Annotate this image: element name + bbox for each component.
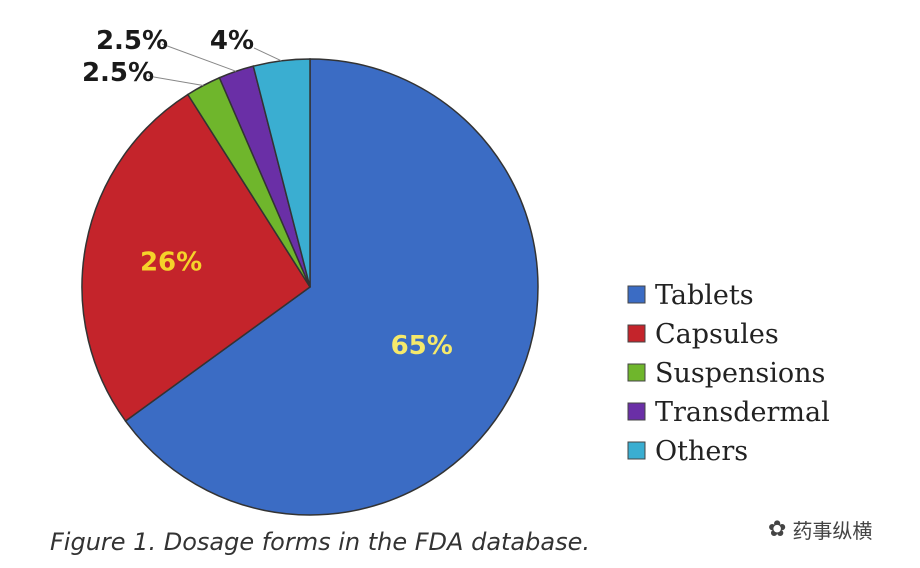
data-label-capsules: 26% — [140, 248, 202, 278]
wechat-icon: ✿ — [768, 517, 787, 542]
data-label-suspensions: 2.5% — [82, 58, 154, 88]
legend-label-suspensions: Suspensions — [655, 358, 825, 389]
pie-slice-tablets — [124, 58, 539, 516]
legend-swatch-capsules — [627, 324, 646, 343]
data-label-others: 4% — [210, 26, 254, 56]
legend-label-transdermal: Transdermal — [655, 397, 830, 428]
leader-line-suspensions — [147, 75, 204, 86]
leader-line-transdermal — [161, 43, 237, 72]
legend-swatch-others — [627, 441, 646, 460]
leader-line-others — [253, 47, 282, 62]
legend-swatch-transdermal — [627, 402, 646, 421]
data-label-tablets: 65% — [391, 331, 453, 361]
legend-label-tablets: Tablets — [655, 280, 754, 311]
figure-caption: Figure 1. Dosage forms in the FDA databa… — [50, 528, 590, 556]
watermark: ✿ 药事纵横 — [768, 515, 872, 544]
legend-label-others: Others — [655, 436, 748, 467]
pie-slice-capsules — [81, 93, 312, 423]
legend-label-capsules: Capsules — [655, 319, 779, 350]
watermark-text: 药事纵横 — [792, 519, 873, 543]
pie-slice-others — [252, 58, 311, 288]
legend-swatch-suspensions — [627, 363, 646, 382]
data-label-transdermal: 2.5% — [96, 26, 168, 56]
legend-swatch-tablets — [627, 285, 646, 304]
